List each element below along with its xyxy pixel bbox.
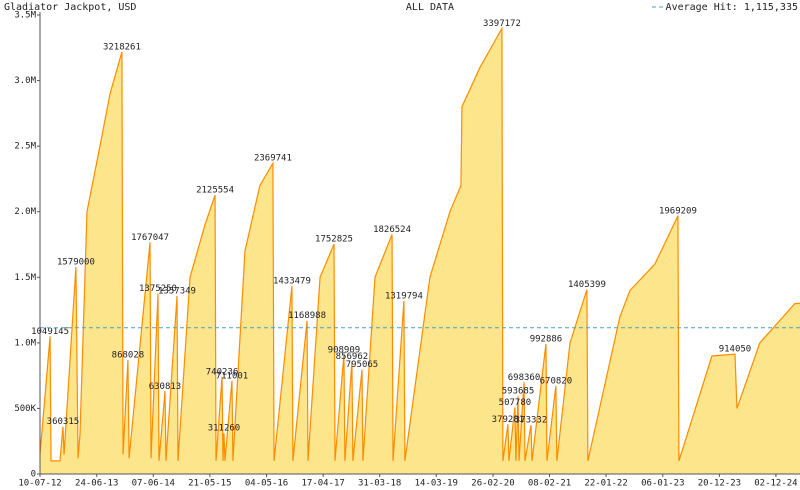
x-tick-label: 24-06-13 [75,479,118,489]
peak-label: 1433479 [273,277,311,287]
x-tick-label: 10-07-12 [18,479,61,489]
x-tick-label: 04-05-16 [245,479,288,489]
x-tick-label: 21-05-15 [188,479,231,489]
x-tick-label: 17-04-17 [301,479,344,489]
y-tick-label: 0 [31,470,36,480]
peak-label: 1405399 [568,280,606,290]
x-tick-label: 07-06-14 [132,479,175,489]
peak-label: 2369741 [254,154,292,164]
peak-label: 740236 [206,367,239,377]
x-tick-label: 22-01-22 [584,479,627,489]
peak-label: 1969209 [659,206,697,216]
peak-label: 711001 [216,371,249,381]
peak-label: 311260 [208,424,241,434]
peak-label: 1319794 [385,291,423,301]
peak-label: 507780 [499,398,532,408]
x-tick-label: 20-12-23 [698,479,741,489]
peak-label: 908909 [328,345,361,355]
peak-label: 914050 [719,345,752,355]
y-tick-label: 2.0M [14,207,36,217]
peak-label: 1168988 [288,311,326,321]
x-tick-label: 26-02-20 [471,479,514,489]
peak-label: 1579000 [57,257,95,267]
peak-label: 3397172 [483,19,521,29]
x-tick-label: 06-01-23 [641,479,684,489]
peak-label: 1767047 [131,233,169,243]
jackpot-line [39,26,800,462]
chart-subtitle: ALL DATA [406,2,454,13]
peak-label: 992886 [530,334,563,344]
peak-label: 593685 [502,387,535,397]
peak-label: 1752825 [315,235,353,245]
peak-label: 1826524 [373,225,411,235]
y-tick-label: 1.5M [14,273,36,283]
x-tick-label: 31-03-18 [358,479,401,489]
chart-title: Gladiator Jackpot, USD [4,2,136,13]
y-tick-label: 500K [14,404,36,414]
y-tick-label: 2.5M [14,142,36,152]
peak-label: 670820 [540,377,573,387]
peak-label: 630813 [149,382,182,392]
x-tick-label: 08-02-21 [528,479,571,489]
peak-label: 1375250 [139,284,177,294]
peak-label: 2125554 [196,186,234,196]
peak-label: 1049145 [31,327,69,337]
y-tick-label: 3.0M [14,76,36,86]
peak-label: 856962 [336,352,369,362]
legend-label: Average Hit: 1,115,335 [666,2,798,13]
peak-label: 379281 [492,415,525,425]
peak-label: 360315 [47,417,80,427]
y-tick-label: 1.0M [14,338,36,348]
x-tick-label: 14-03-19 [415,479,458,489]
y-tick-label: 3.5M [14,11,36,21]
peak-label: 795065 [346,360,379,370]
peak-label: 3218261 [103,42,141,52]
peak-label: 868028 [112,351,145,361]
peak-label: 698360 [508,373,541,383]
x-tick-label: 02-12-24 [754,479,797,489]
peak-label: 1357349 [158,286,196,296]
peak-label: 373332 [515,416,548,426]
